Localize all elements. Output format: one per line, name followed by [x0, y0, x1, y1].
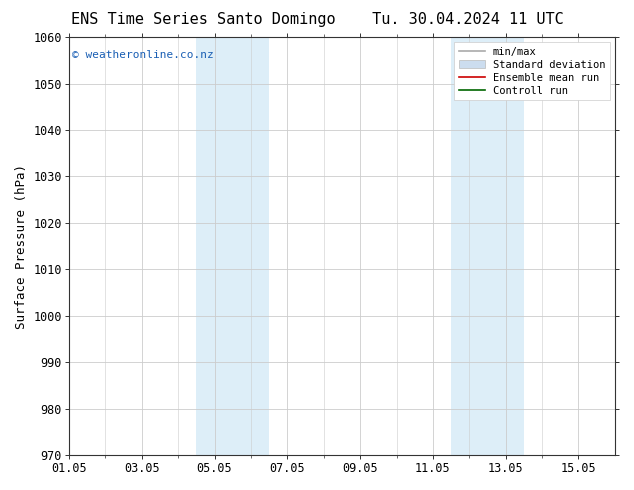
Bar — [197, 37, 269, 455]
Y-axis label: Surface Pressure (hPa): Surface Pressure (hPa) — [15, 164, 28, 329]
Text: © weatheronline.co.nz: © weatheronline.co.nz — [72, 49, 214, 60]
Text: ENS Time Series Santo Domingo    Tu. 30.04.2024 11 UTC: ENS Time Series Santo Domingo Tu. 30.04.… — [70, 12, 564, 27]
Bar — [451, 37, 524, 455]
Legend: min/max, Standard deviation, Ensemble mean run, Controll run: min/max, Standard deviation, Ensemble me… — [455, 42, 610, 100]
